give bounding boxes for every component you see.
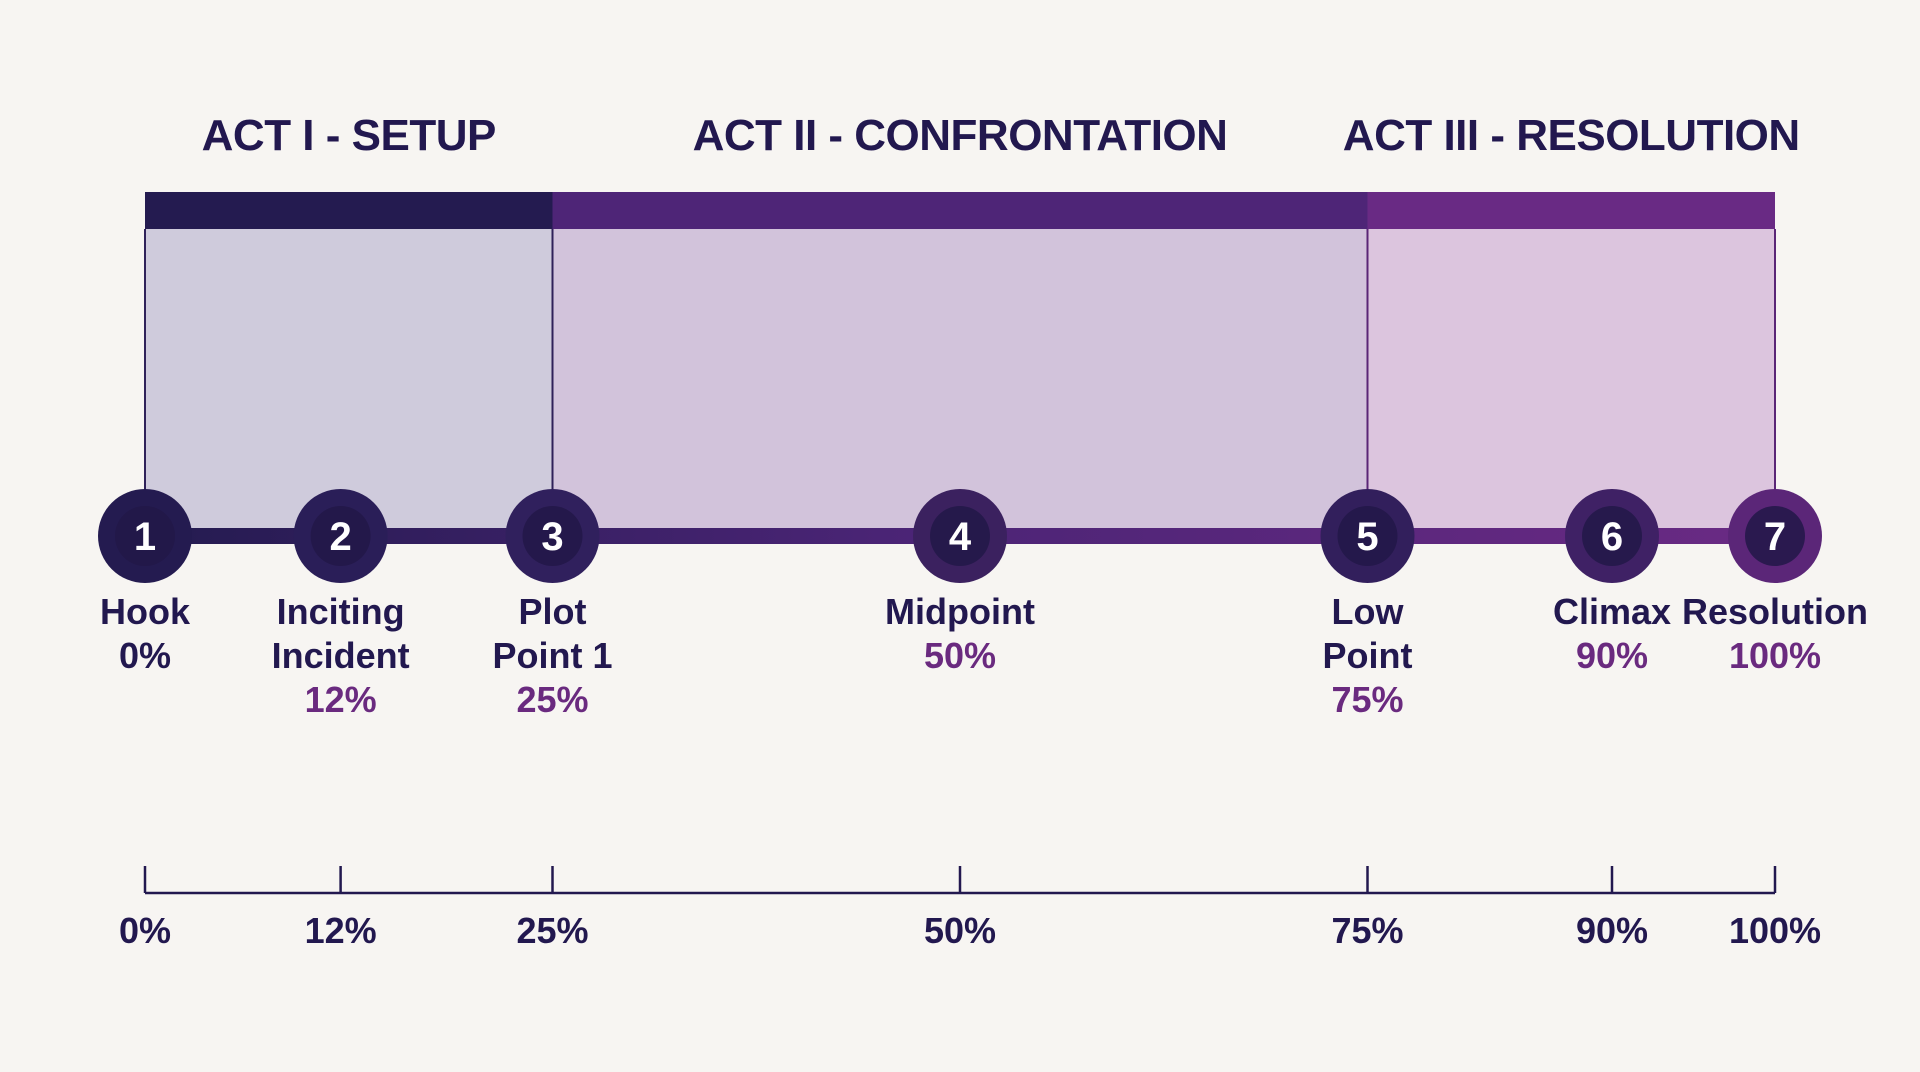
axis-tick-label: 50%	[924, 910, 996, 951]
beat-marker-inner	[1582, 506, 1642, 566]
beat-label: Point 1	[492, 635, 612, 676]
beat-number: 6	[1601, 515, 1623, 559]
beat-label: Low	[1332, 591, 1405, 632]
axis-tick-label: 25%	[516, 910, 588, 951]
beat-marker-inner	[310, 506, 371, 566]
beat-number: 2	[329, 515, 351, 559]
beat-marker-inner	[930, 506, 990, 566]
beat-percent: 90%	[1576, 635, 1648, 676]
beat-percent: 12%	[305, 679, 377, 720]
act-title-3: ACT III - RESOLUTION	[1343, 111, 1800, 160]
beat-label: Midpoint	[885, 591, 1035, 632]
beat-label: 0%	[119, 635, 171, 676]
beat-label: Climax	[1553, 591, 1671, 632]
beat-label: Plot	[519, 591, 587, 632]
axis-tick-label: 90%	[1576, 910, 1648, 951]
act-title-2: ACT II - CONFRONTATION	[693, 111, 1228, 160]
beat-marker-inner	[1745, 506, 1805, 566]
beat-label: Incident	[272, 635, 410, 676]
beat-percent: 25%	[516, 679, 588, 720]
beat-percent: 75%	[1331, 679, 1403, 720]
beat-number: 3	[541, 515, 563, 559]
beat-number: 1	[134, 515, 156, 559]
axis-tick-label: 12%	[305, 910, 377, 951]
beat-percent: 50%	[924, 635, 996, 676]
beat-number: 5	[1356, 515, 1378, 559]
beat-label: Inciting	[277, 591, 405, 632]
axis-tick-label: 0%	[119, 910, 171, 951]
beat-percent: 100%	[1729, 635, 1821, 676]
act-region-3	[1367, 192, 1775, 536]
beat-marker-inner	[1337, 506, 1398, 566]
percentage-axis: 0% 12% 25% 50% 75% 90% 100%	[119, 866, 1821, 951]
axis-tick-label: 100%	[1729, 910, 1821, 951]
act-region-1	[145, 192, 553, 536]
act-header-bar-3	[1367, 192, 1775, 229]
beat-number: 4	[949, 515, 972, 559]
beat-marker-inner	[115, 506, 175, 566]
acts-layer: ACT I - SETUP ACT II - CONFRONTATION ACT I…	[144, 111, 1800, 536]
beat-label: Hook	[100, 591, 191, 632]
beat-label: Resolution	[1682, 591, 1868, 632]
act-header-bar-2	[552, 192, 1368, 229]
act-region-2	[552, 192, 1368, 536]
beat-number: 7	[1764, 515, 1786, 559]
act-title-1: ACT I - SETUP	[202, 111, 496, 160]
act-header-bar-1	[145, 192, 553, 229]
axis-tick-label: 75%	[1331, 910, 1403, 951]
beat-marker-inner	[522, 506, 583, 566]
beat-label: Point	[1323, 635, 1413, 676]
